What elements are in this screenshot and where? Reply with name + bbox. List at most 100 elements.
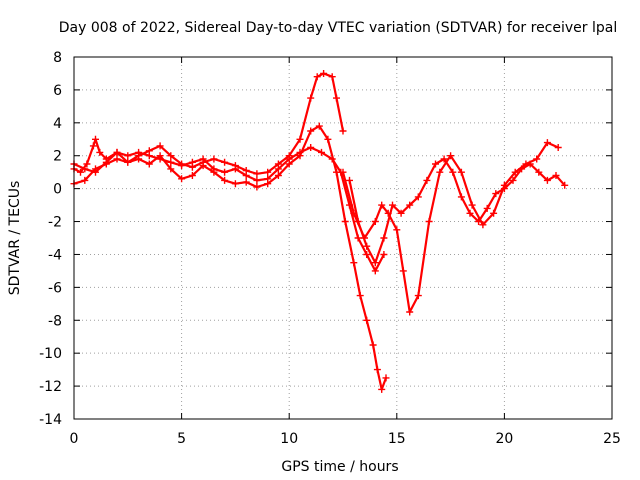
data-point [346, 176, 353, 184]
data-point [466, 209, 474, 217]
data-point [333, 94, 340, 102]
data-point [479, 221, 487, 229]
x-axis-label: GPS time / hours [281, 459, 398, 475]
data-point [210, 155, 218, 163]
data-point [397, 209, 405, 217]
data-point [354, 218, 362, 225]
y-tick-label: -2 [48, 215, 62, 231]
data-point [307, 94, 315, 102]
data-point [221, 158, 229, 166]
series-line [348, 157, 566, 264]
y-tick-label: 8 [53, 50, 62, 66]
data-point [526, 160, 534, 168]
data-point [406, 308, 414, 316]
data-point [313, 73, 321, 81]
data-point [113, 155, 121, 163]
data-point [156, 142, 164, 150]
y-tick-label: -6 [48, 280, 62, 296]
x-axis: 0 5 10 15 20 25 [70, 57, 621, 447]
data-point [324, 135, 332, 143]
data-point [346, 201, 353, 209]
data-point [423, 176, 431, 184]
data-point [113, 148, 121, 156]
data-point [492, 190, 500, 198]
data-point [490, 209, 498, 217]
data-point [285, 155, 293, 163]
data-point [378, 201, 386, 209]
y-axis-label: SDTVAR / TECUs [7, 181, 23, 296]
data-point [320, 70, 328, 77]
y-tick-label: -8 [48, 313, 62, 329]
data-point [221, 176, 229, 184]
data-point [363, 251, 371, 258]
y-tick-label: 0 [53, 182, 62, 198]
data-point [380, 234, 388, 242]
data-point [296, 148, 304, 156]
y-tick-label: -14 [39, 412, 62, 428]
data-point [371, 218, 379, 225]
data-point [231, 180, 239, 188]
data-point [457, 168, 465, 176]
data-point [253, 176, 261, 184]
data-point [264, 175, 272, 183]
data-point [371, 267, 379, 275]
series-line [72, 124, 388, 391]
data-point [363, 316, 371, 324]
y-axis: -14 -12 -10 -8 -6 -4 -2 0 2 4 6 8 [39, 50, 612, 428]
y-tick-label: 4 [53, 116, 62, 132]
data-point [432, 160, 439, 168]
data-point [543, 139, 551, 147]
data-point [318, 148, 325, 156]
data-point [167, 152, 175, 160]
data-point [425, 218, 433, 225]
data-point [307, 127, 315, 135]
data-point [83, 160, 91, 168]
x-tick-label: 0 [70, 431, 79, 447]
data-point [296, 135, 304, 143]
data-point [178, 162, 186, 170]
data-point [81, 176, 89, 184]
x-tick-label: 20 [495, 431, 513, 447]
data-point [457, 193, 465, 201]
data-point [535, 168, 543, 176]
data-point [135, 155, 143, 163]
chart-title: Day 008 of 2022, Sidereal Day-to-day VTE… [59, 20, 617, 36]
data-point [371, 259, 379, 267]
data-point [449, 168, 457, 176]
data-point [382, 374, 390, 382]
data-point [92, 168, 99, 176]
data-point [356, 292, 364, 300]
data-point [389, 201, 396, 209]
plot-frame [73, 56, 613, 420]
data-point [436, 168, 444, 176]
series-line [72, 146, 385, 272]
data-point [440, 155, 448, 163]
data-point [96, 148, 104, 156]
data-point [264, 168, 272, 176]
data-point [554, 144, 562, 151]
data-point [307, 144, 315, 151]
data-point [511, 168, 519, 176]
data-point [199, 162, 207, 170]
data-point [337, 168, 345, 176]
data-point [135, 148, 143, 156]
data-point [156, 155, 164, 163]
data-point [242, 178, 250, 186]
data-point [406, 201, 414, 209]
data-point [145, 160, 153, 168]
data-point [167, 158, 175, 166]
data-series [70, 70, 569, 393]
data-point [89, 142, 97, 150]
data-point [124, 158, 132, 166]
data-point [369, 341, 377, 349]
data-point [483, 204, 491, 212]
y-tick-label: -10 [39, 346, 62, 362]
data-point [328, 155, 336, 163]
data-point [552, 172, 560, 179]
data-point [509, 176, 517, 184]
data-point [393, 226, 401, 234]
x-tick-label: 5 [177, 431, 186, 447]
data-point [475, 218, 483, 225]
y-tick-label: -12 [39, 379, 62, 395]
